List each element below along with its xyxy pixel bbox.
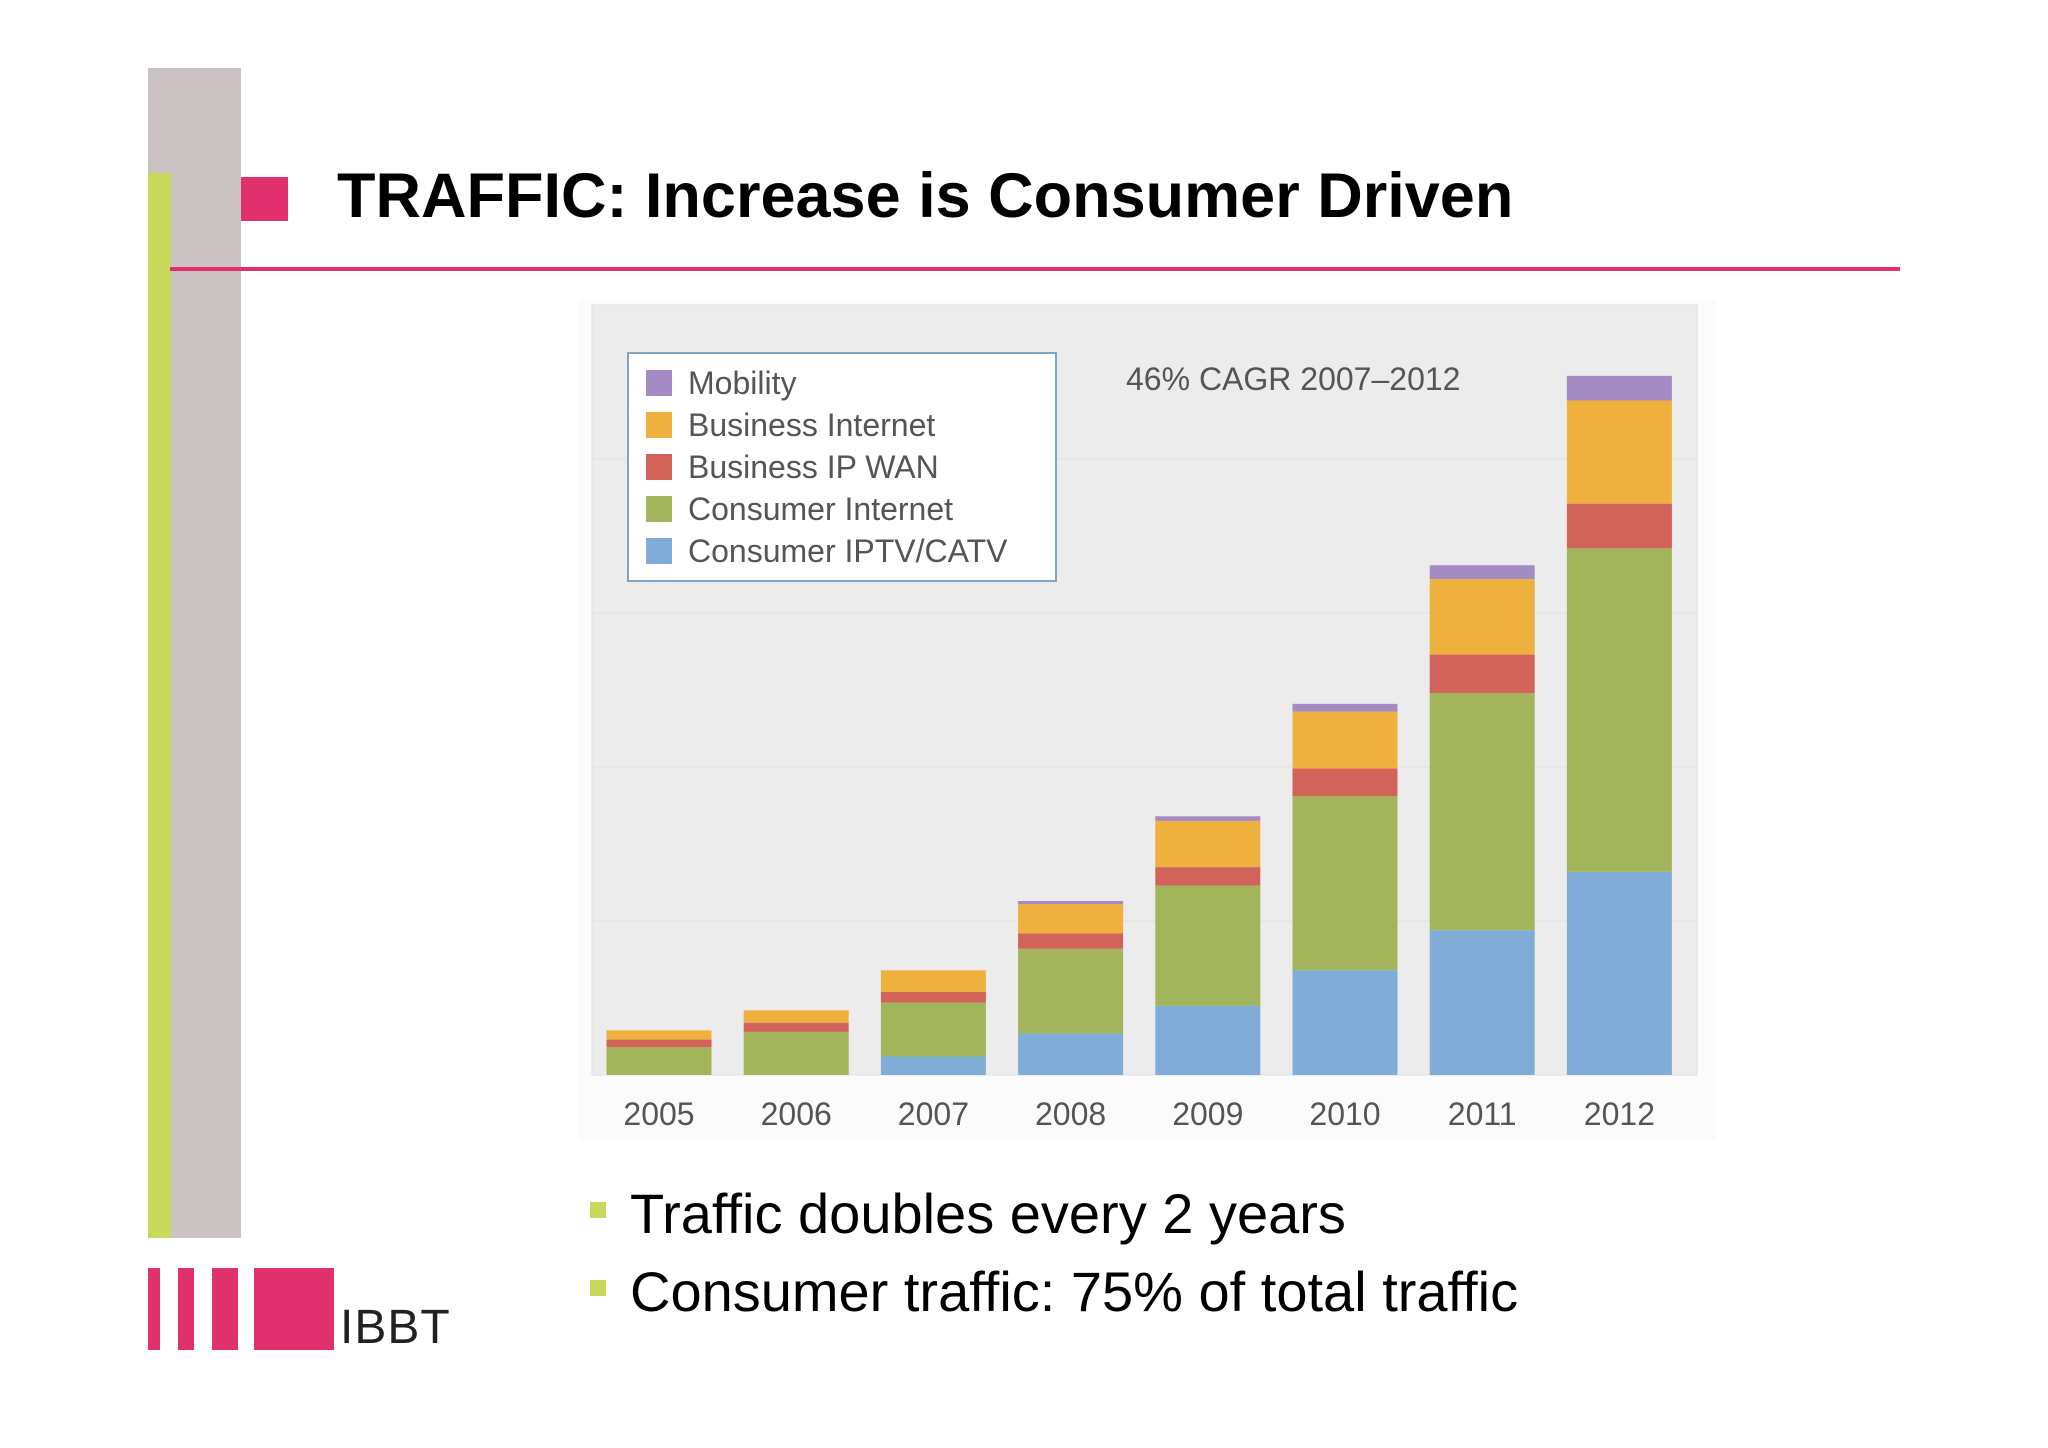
bar-segment <box>1429 693 1535 931</box>
cagr-annotation: 46% CAGR 2007–2012 <box>1126 361 1460 397</box>
bar-segment <box>1566 375 1672 401</box>
bar-segment <box>1566 503 1672 549</box>
bullet-text: Consumer traffic: 75% of total traffic <box>630 1260 1519 1323</box>
bar-segment <box>1429 654 1535 694</box>
bar-segment <box>1292 970 1398 1075</box>
legend-swatch <box>646 454 672 480</box>
bar-segment <box>1429 930 1535 1075</box>
x-tick-label: 2007 <box>898 1096 969 1132</box>
bar-segment <box>1429 565 1535 580</box>
logo-bar <box>148 1268 160 1350</box>
bar-segment <box>1429 579 1535 655</box>
legend-box <box>627 352 1057 582</box>
title-marker <box>241 177 288 221</box>
bar-segment <box>1155 867 1261 886</box>
bar-segment <box>743 1022 849 1032</box>
bar-segment <box>606 1039 712 1048</box>
bar-segment <box>1566 400 1672 504</box>
bar-segment <box>743 1010 849 1023</box>
bar-segment <box>1155 820 1261 868</box>
legend-label: Consumer Internet <box>688 491 953 527</box>
bar-segment <box>1566 871 1672 1075</box>
x-tick-label: 2009 <box>1172 1096 1243 1132</box>
bullet-item: Traffic doubles every 2 years <box>590 1175 1518 1253</box>
bullet-item: Consumer traffic: 75% of total traffic <box>590 1253 1518 1331</box>
logo-bar <box>178 1268 194 1350</box>
stacked-bar-chart: 010,00020,00030,00040,00050,000PB/Month2… <box>591 304 1698 1132</box>
decorative-band-lime <box>148 173 171 1238</box>
bar-segment <box>1292 703 1398 712</box>
bar-segment <box>880 991 986 1003</box>
bullet-list: Traffic doubles every 2 years Consumer t… <box>590 1175 1518 1331</box>
legend-swatch <box>646 370 672 396</box>
x-tick-label: 2008 <box>1035 1096 1106 1132</box>
legend-label: Mobility <box>688 365 796 401</box>
bullet-marker <box>590 1280 606 1296</box>
logo-bar <box>254 1268 334 1350</box>
bar-segment <box>1292 711 1398 769</box>
x-tick-label: 2005 <box>623 1096 694 1132</box>
x-tick-label: 2011 <box>1448 1096 1517 1132</box>
chart-panel: 010,00020,00030,00040,00050,000PB/Month2… <box>578 300 1716 1140</box>
bar-segment <box>1018 1033 1124 1075</box>
x-tick-label: 2010 <box>1309 1096 1380 1132</box>
logo-bar <box>212 1268 238 1350</box>
bullet-marker <box>590 1202 606 1218</box>
bar-segment <box>1292 768 1398 797</box>
x-tick-label: 2012 <box>1584 1096 1655 1132</box>
legend-label: Business Internet <box>688 407 935 443</box>
bar-segment <box>606 1047 712 1075</box>
legend-swatch <box>646 412 672 438</box>
legend-label: Consumer IPTV/CATV <box>688 533 1008 569</box>
bar-segment <box>743 1031 849 1075</box>
bar-segment <box>606 1030 712 1040</box>
legend-label: Business IP WAN <box>688 449 939 485</box>
legend-swatch <box>646 538 672 564</box>
bar-segment <box>1018 904 1124 934</box>
bar-segment <box>1155 885 1261 1006</box>
ibbt-logo: IBBT <box>148 1268 458 1354</box>
legend-swatch <box>646 496 672 522</box>
bar-segment <box>1018 900 1124 905</box>
bar-segment <box>1018 948 1124 1034</box>
bar-segment <box>1155 816 1261 821</box>
x-tick-label: 2006 <box>761 1096 832 1132</box>
bar-segment <box>1018 933 1124 949</box>
bar-segment <box>1566 548 1672 872</box>
logo-text: IBBT <box>340 1301 451 1354</box>
bar-segment <box>1292 796 1398 971</box>
bar-segment <box>1155 1005 1261 1075</box>
bar-segment <box>880 970 986 992</box>
page-title: TRAFFIC: Increase is Consumer Driven <box>337 161 1514 231</box>
bar-segment <box>880 1056 986 1075</box>
bullet-text: Traffic doubles every 2 years <box>630 1182 1346 1245</box>
bar-segment <box>880 1002 986 1057</box>
title-divider <box>170 267 1900 271</box>
